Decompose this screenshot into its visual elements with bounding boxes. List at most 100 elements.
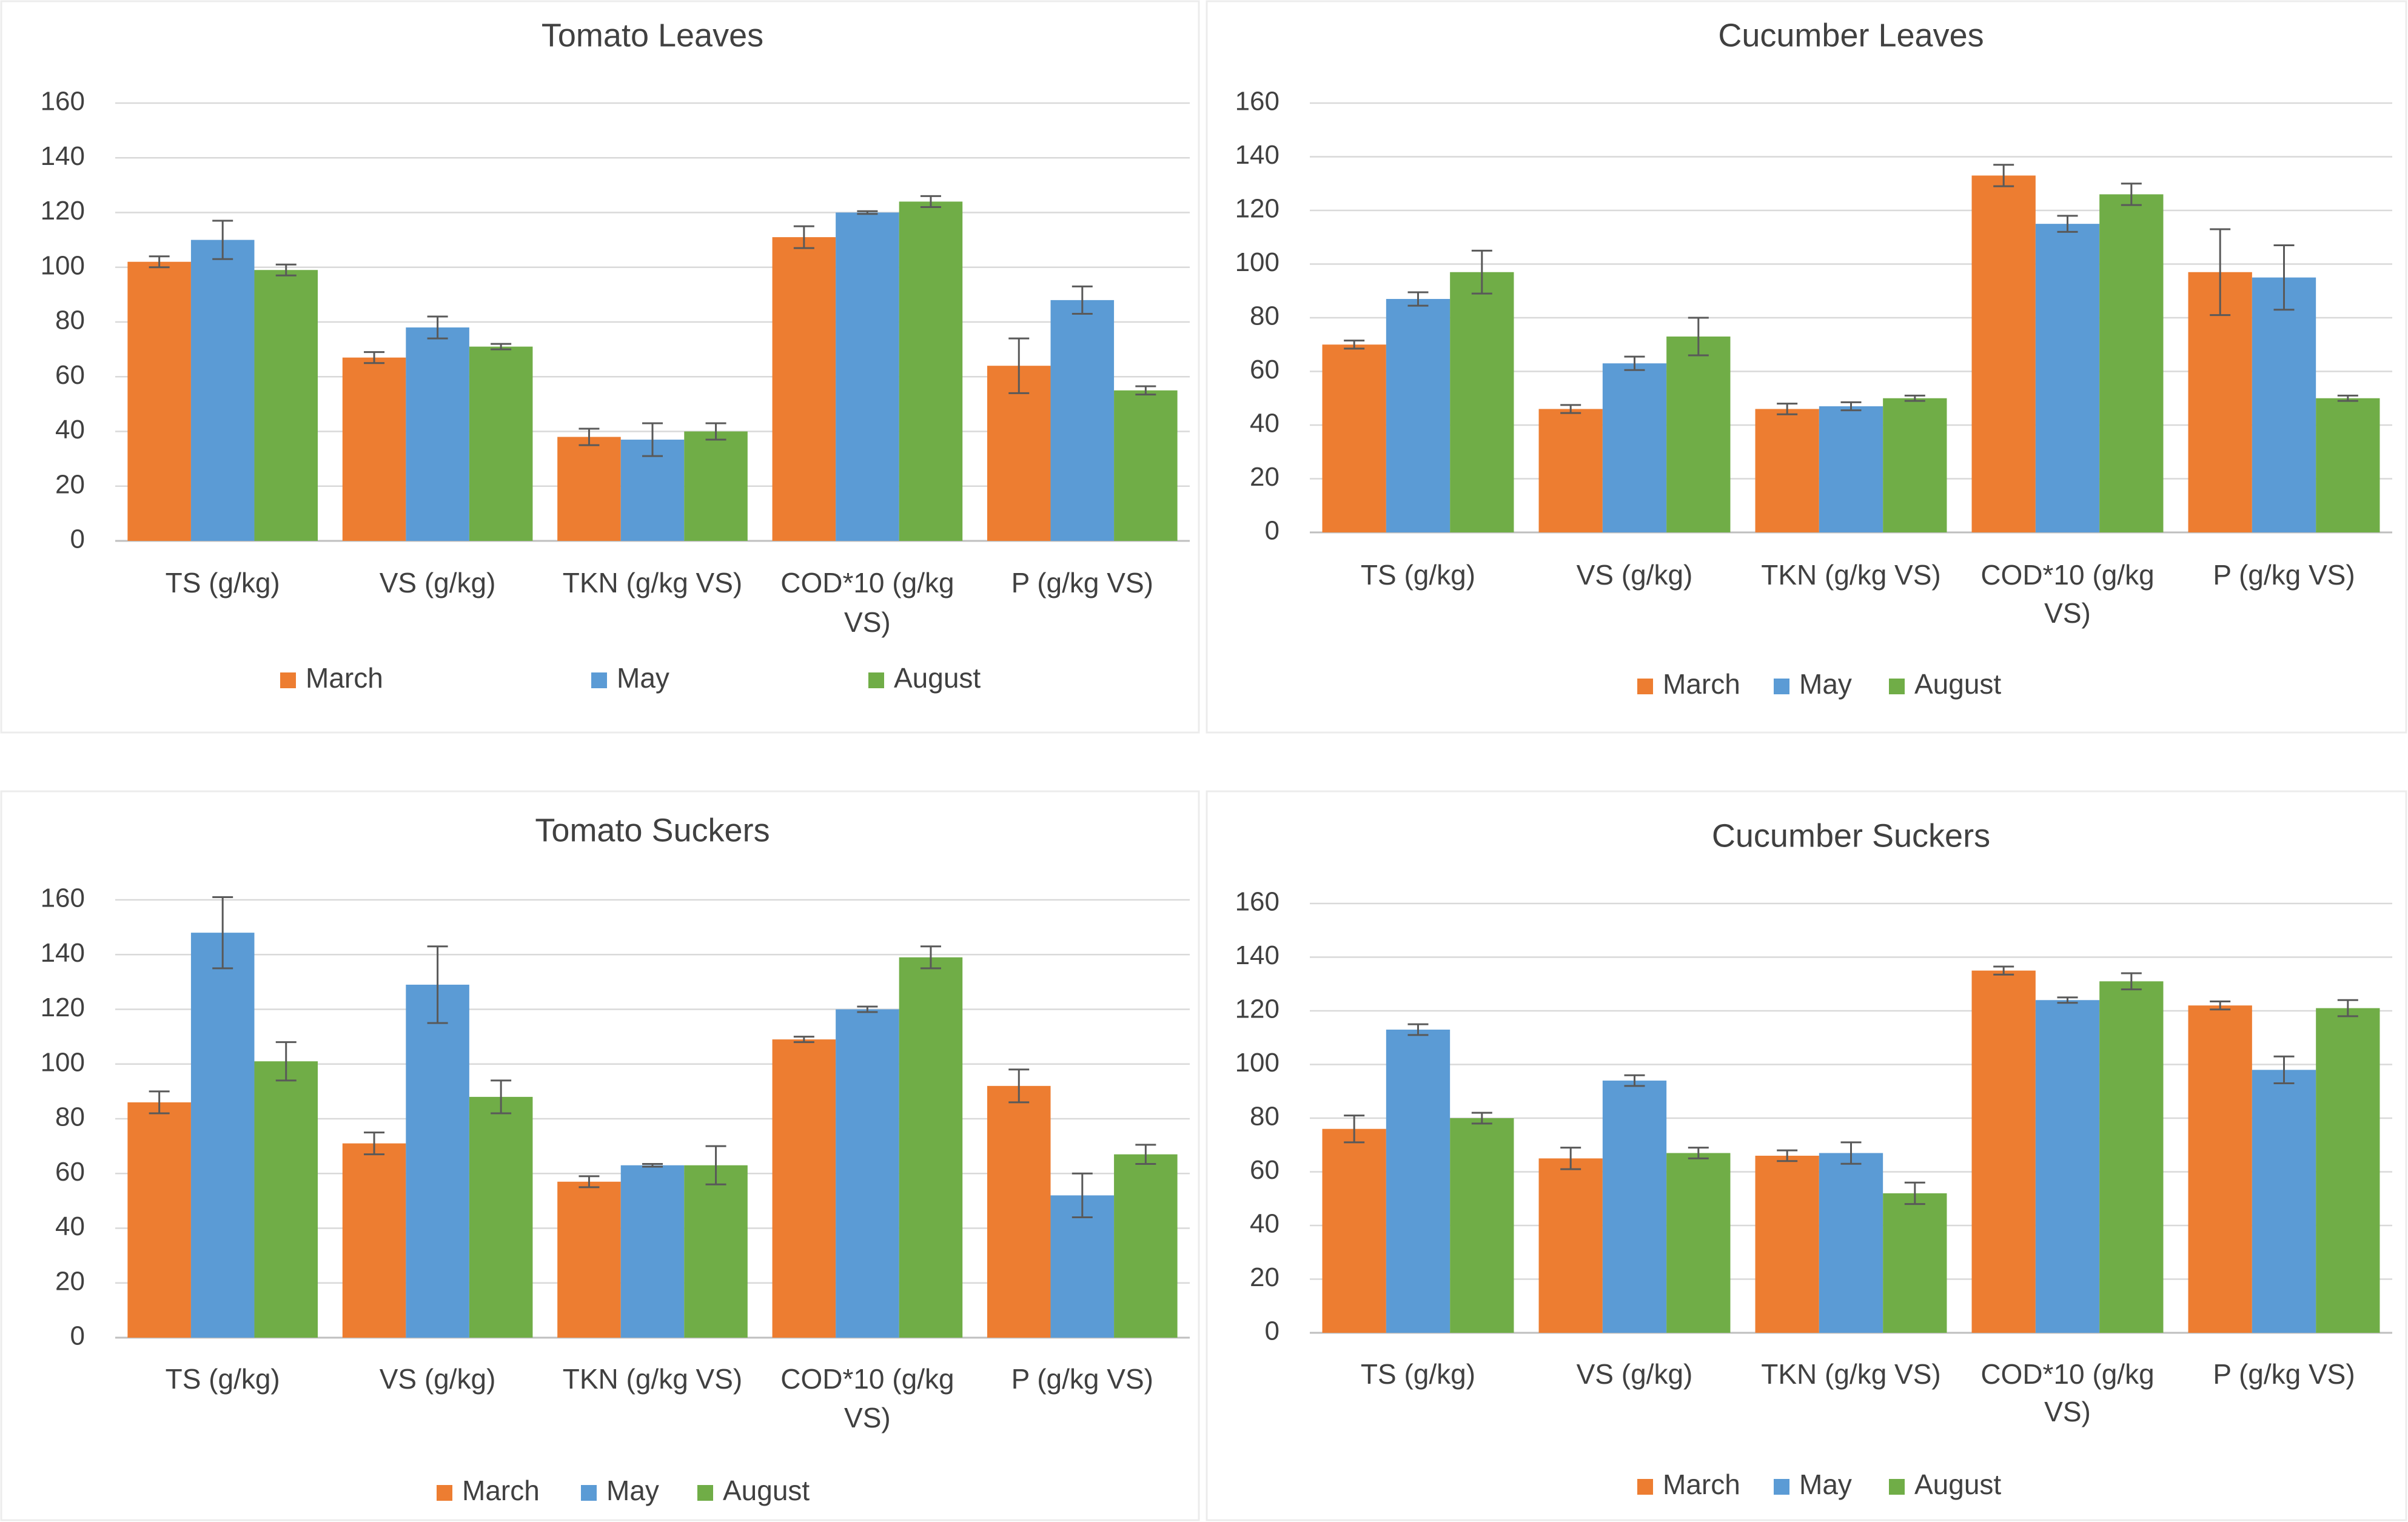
bar-march-ts-g-kg — [1322, 1128, 1386, 1333]
bar-march-tkn-g-kg-vs — [1755, 409, 1819, 532]
bar-may-ts-g-kg — [190, 933, 255, 1338]
legend-swatch-august — [1889, 679, 1905, 694]
bar-march-tkn-g-kg-vs — [557, 1181, 621, 1338]
y-tick-label: 120 — [1235, 994, 1279, 1024]
bar-may-vs-g-kg — [1602, 1081, 1667, 1333]
x-tick-label: VS (g/kg) — [380, 1363, 496, 1395]
bar-march-ts-g-kg — [1322, 344, 1386, 532]
bar-may-vs-g-kg — [1602, 363, 1667, 532]
y-tick-label: 40 — [55, 1212, 85, 1241]
bar-august-vs-g-kg — [1666, 336, 1731, 532]
bar-august-cod-10-g-kg-vs — [899, 957, 963, 1338]
x-tick-label: P (g/kg VS) — [1011, 567, 1153, 598]
bar-may-ts-g-kg — [190, 240, 255, 541]
y-tick-label: 60 — [55, 1157, 85, 1187]
legend-swatch-march — [1637, 1479, 1653, 1495]
bar-may-cod-10-g-kg-vs — [2035, 224, 2100, 532]
bar-may-ts-g-kg — [1386, 299, 1451, 532]
bar-march-cod-10-g-kg-vs — [1971, 175, 2036, 533]
bar-march-cod-10-g-kg-vs — [772, 237, 836, 541]
y-tick-label: 60 — [55, 360, 85, 390]
y-tick-label: 40 — [55, 415, 85, 444]
bar-august-tkn-g-kg-vs — [684, 431, 748, 541]
y-tick-label: 120 — [41, 196, 85, 226]
bar-march-vs-g-kg — [342, 1143, 406, 1338]
bar-march-vs-g-kg — [1538, 1158, 1603, 1333]
y-tick-label: 120 — [41, 993, 85, 1022]
x-tick-label: TS (g/kg) — [166, 567, 280, 598]
x-tick-label: TS (g/kg) — [1361, 559, 1475, 591]
legend-swatch-march — [437, 1485, 452, 1501]
legend-swatch-august — [868, 672, 884, 688]
x-tick-label: TKN (g/kg VS) — [563, 1363, 743, 1395]
panel-frame — [0, 0, 1200, 734]
bar-august-ts-g-kg — [254, 270, 318, 541]
bar-may-p-g-kg-vs — [2252, 1070, 2316, 1333]
bar-august-vs-g-kg — [469, 346, 533, 541]
bar-march-ts-g-kg — [127, 1102, 191, 1338]
y-tick-label: 80 — [1250, 301, 1279, 331]
bar-march-p-g-kg-vs — [987, 366, 1051, 541]
bar-august-ts-g-kg — [1450, 272, 1514, 532]
x-tick-label: VS (g/kg) — [380, 567, 496, 598]
panel-frame — [1206, 0, 2407, 734]
bar-august-vs-g-kg — [1666, 1153, 1731, 1333]
y-tick-label: 20 — [1250, 1262, 1279, 1292]
y-tick-label: 20 — [55, 1266, 85, 1296]
bar-august-p-g-kg-vs — [2316, 398, 2380, 532]
bar-august-ts-g-kg — [1450, 1118, 1514, 1333]
legend-label-may: May — [1799, 668, 1852, 700]
bar-may-p-g-kg-vs — [2252, 277, 2316, 532]
legend-label-march: March — [306, 662, 383, 694]
bar-may-vs-g-kg — [406, 984, 469, 1338]
y-tick-label: 160 — [1235, 887, 1279, 917]
chart-cucumber-leaves: Cucumber Leaves 0 20 40 60 80 100 120 140 160 TS (… — [1235, 17, 2392, 700]
bar-august-cod-10-g-kg-vs — [899, 201, 963, 541]
bar-may-vs-g-kg — [406, 327, 469, 541]
y-tick-label: 160 — [1235, 87, 1279, 116]
chart-title: Cucumber Leaves — [1718, 17, 1984, 53]
bar-may-tkn-g-kg-vs — [1819, 406, 1883, 532]
y-tick-label: 0 — [1265, 516, 1279, 546]
x-tick-label: COD*10 (g/kg VS) — [780, 1363, 954, 1433]
legend-label-may: May — [606, 1475, 659, 1506]
x-tick-label: COD*10 (g/kg VS) — [780, 567, 954, 638]
bar-august-p-g-kg-vs — [1114, 1154, 1178, 1338]
bar-march-tkn-g-kg-vs — [557, 437, 621, 541]
chart-title: Cucumber Suckers — [1712, 817, 1990, 854]
chart-cucumber-suckers: Cucumber Suckers 0 20 40 60 80 100 120 140 160 TS … — [1235, 817, 2392, 1500]
x-tick-label: TKN (g/kg VS) — [1761, 559, 1941, 591]
x-tick-label: P (g/kg VS) — [2213, 559, 2355, 591]
y-tick-label: 60 — [1250, 1155, 1279, 1185]
y-tick-label: 140 — [41, 938, 85, 968]
bar-may-ts-g-kg — [1386, 1029, 1451, 1333]
legend-swatch-may — [1774, 679, 1789, 694]
chart-title: Tomato Suckers — [535, 812, 770, 848]
y-tick-label: 100 — [1235, 247, 1279, 277]
y-tick-label: 140 — [1235, 140, 1279, 170]
y-tick-label: 100 — [1235, 1048, 1279, 1078]
bar-august-tkn-g-kg-vs — [1883, 1193, 1947, 1333]
chart-title: Tomato Leaves — [542, 17, 763, 53]
y-tick-label: 120 — [1235, 194, 1279, 224]
legend-label-may: May — [1799, 1469, 1852, 1500]
legend-label-august: August — [1914, 1469, 2001, 1500]
bar-august-p-g-kg-vs — [2316, 1008, 2380, 1333]
y-tick-label: 60 — [1250, 355, 1279, 384]
y-tick-label: 140 — [1235, 940, 1279, 970]
y-tick-label: 160 — [41, 883, 85, 913]
legend-swatch-may — [581, 1485, 597, 1501]
bar-august-p-g-kg-vs — [1114, 390, 1178, 541]
bar-august-vs-g-kg — [469, 1096, 533, 1338]
bar-march-cod-10-g-kg-vs — [772, 1039, 836, 1338]
bar-march-ts-g-kg — [127, 261, 191, 541]
x-tick-label: P (g/kg VS) — [2213, 1358, 2355, 1390]
x-tick-label: COD*10 (g/kg VS) — [1980, 559, 2154, 629]
panel-frame — [0, 790, 1200, 1521]
legend-label-august: August — [1914, 668, 2001, 700]
legend-label-march: March — [1663, 668, 1740, 700]
x-tick-label: TS (g/kg) — [166, 1363, 280, 1395]
bar-march-p-g-kg-vs — [2188, 1005, 2252, 1333]
y-tick-label: 80 — [55, 306, 85, 335]
